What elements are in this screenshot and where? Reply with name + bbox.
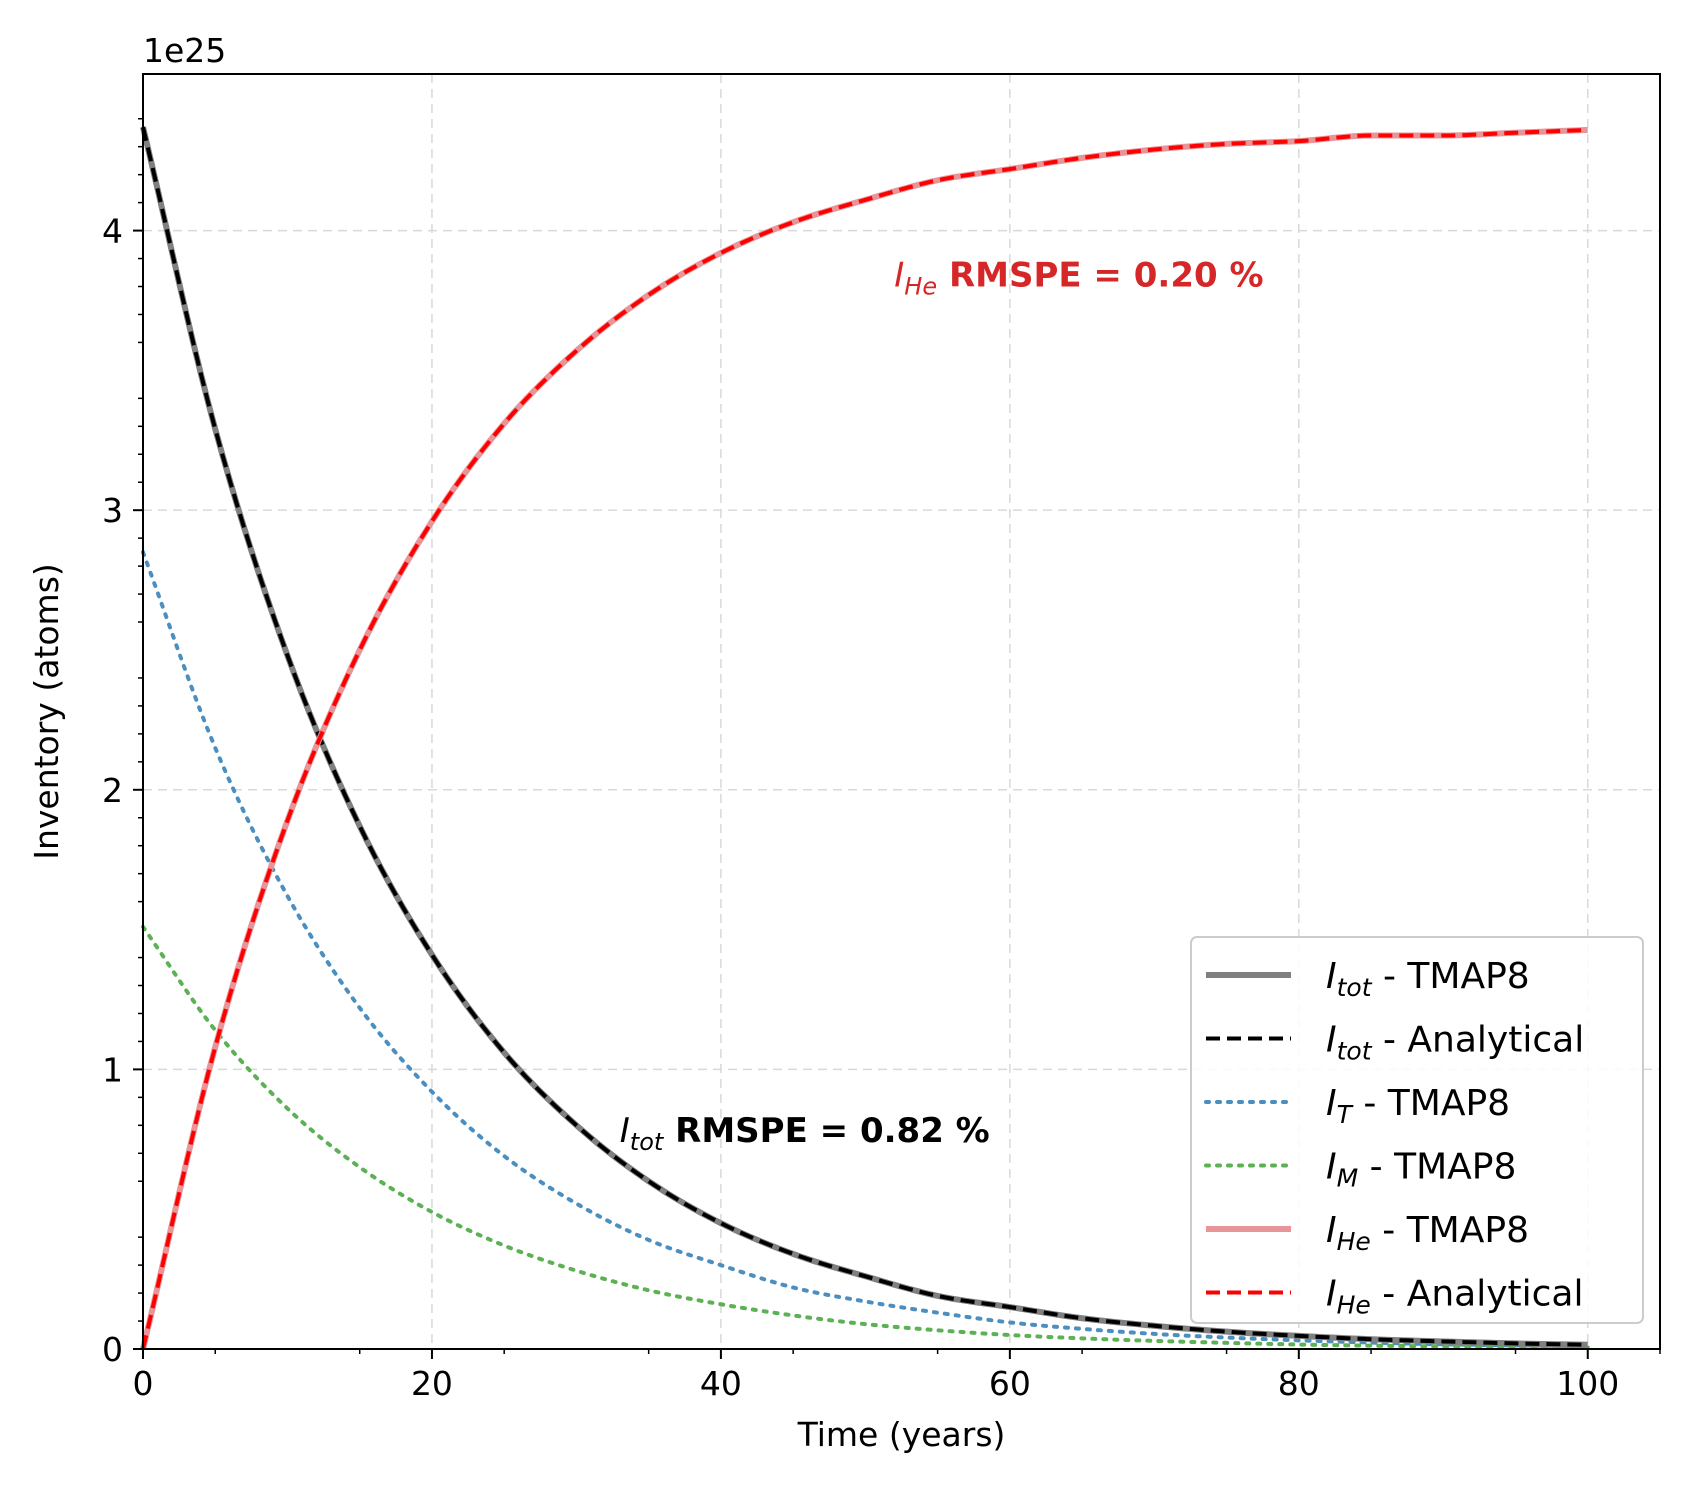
x-tick-label: 80 <box>1278 1364 1320 1403</box>
x-tick-label: 100 <box>1556 1364 1619 1403</box>
y-tick-label: 3 <box>102 491 123 530</box>
y-tick-label: 0 <box>102 1330 123 1369</box>
series-line-Itot_analytical <box>141 126 1588 1347</box>
y-tick-label: 2 <box>102 771 123 810</box>
legend-entry-IHe_analytical: IHe - Analytical <box>1326 1274 1583 1320</box>
series-line-IHe_analytical <box>141 127 1588 1350</box>
legend: Itot - TMAP8 Itot - Analytical IT - TMAP8 I… <box>1190 936 1644 1324</box>
legend-entry-IHe_tmap8: IHe - TMAP8 <box>1326 1210 1529 1256</box>
annotation-he: IHe RMSPE = 0.20 % <box>894 256 1263 301</box>
legend-entry-IM_tmap8: IM - TMAP8 <box>1326 1147 1516 1193</box>
annotations: IHe RMSPE = 0.20 % Itot RMSPE = 0.82 % <box>620 256 1264 1157</box>
x-tick-label: 20 <box>411 1364 453 1403</box>
legend-entry-Itot_tmap8: Itot - TMAP8 <box>1326 956 1530 1002</box>
x-tick-label: 40 <box>700 1364 742 1403</box>
x-tick-label: 60 <box>989 1364 1031 1403</box>
annotation-tot: Itot RMSPE = 0.82 % <box>620 1111 990 1156</box>
y-axis-label: Inventory (atoms) <box>27 563 66 860</box>
y-offset-text: 1e25 <box>143 31 226 70</box>
series-layer <box>140 126 1590 1350</box>
legend-entry-Itot_analytical: Itot - Analytical <box>1326 1020 1584 1066</box>
x-axis-label: Time (years) <box>797 1415 1006 1454</box>
axis-ticks: 0 20 40 60 80 100 0 1 2 3 4 <box>102 117 1661 1403</box>
legend-entry-IT_tmap8: IT - TMAP8 <box>1326 1083 1510 1129</box>
y-tick-label: 1 <box>102 1050 123 1089</box>
y-tick-label: 4 <box>102 212 123 251</box>
x-tick-label: 0 <box>133 1364 154 1403</box>
series-line-IM_tmap8 <box>141 924 1590 1350</box>
plot-frame <box>142 73 1661 1350</box>
legend-box <box>1190 936 1644 1324</box>
